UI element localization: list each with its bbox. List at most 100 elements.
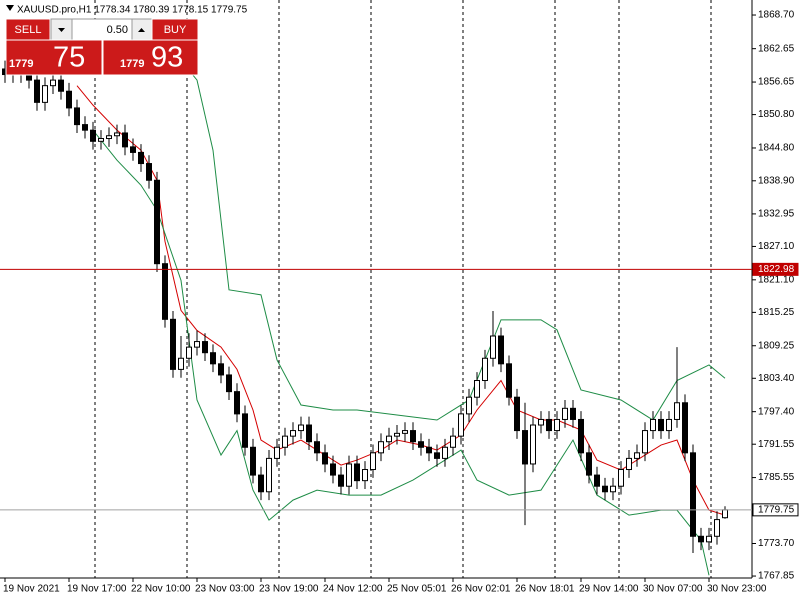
candle-body: [322, 452, 328, 465]
candle-body: [594, 474, 600, 487]
y-tick-label: 1821.10: [758, 274, 795, 285]
candle-body: [386, 435, 392, 443]
x-tick-label: 26 Nov 02:01: [451, 584, 511, 595]
candle-body: [194, 341, 200, 348]
candle-body: [154, 179, 160, 265]
x-tick-label: 22 Nov 10:00: [131, 584, 191, 595]
candle-body: [34, 79, 40, 103]
candle-body: [250, 446, 256, 476]
candle-body: [578, 418, 584, 454]
x-tick-label: 19 Nov 17:00: [67, 584, 127, 595]
lot-value: 0.50: [107, 24, 128, 36]
indicator-line: [100, 19, 726, 421]
candle-body: [554, 418, 560, 432]
candle-body: [674, 402, 680, 420]
ask-box[interactable]: [102, 39, 199, 76]
indicator-line: [92, 129, 710, 576]
candle-body: [722, 509, 728, 519]
candle-body: [138, 151, 144, 165]
candle-body: [706, 535, 712, 543]
candle-body: [314, 441, 320, 454]
candle-body: [274, 446, 280, 459]
candle-body: [394, 432, 400, 437]
ask-big: 93: [151, 42, 183, 74]
buy-label: BUY: [164, 24, 187, 36]
candle-body: [162, 263, 168, 320]
x-tick-label: 23 Nov 03:00: [195, 584, 255, 595]
y-tick-label: 1856.65: [758, 77, 795, 88]
candle-body: [226, 374, 232, 393]
sell-label: SELL: [15, 24, 42, 36]
y-tick-label: 1832.95: [758, 209, 795, 220]
candle-body: [666, 418, 672, 432]
candle-body: [482, 357, 488, 382]
y-tick-label: 1803.40: [758, 373, 795, 384]
y-tick-label: 1773.70: [758, 538, 795, 549]
y-tick-label: 1844.80: [758, 143, 795, 154]
candle-body: [362, 469, 368, 482]
candle-body: [474, 380, 480, 398]
trade-panel: SELL 0.50 BUY 1779 75 1779 93: [5, 18, 199, 76]
candle-body: [370, 452, 376, 471]
chart-title: XAUUSD.pro,H1 1778.34 1780.39 1778.15 17…: [17, 5, 248, 16]
candle-body: [490, 335, 496, 359]
candle-body: [514, 396, 520, 432]
candle-body: [402, 430, 408, 434]
price-label: 1822.98: [758, 264, 795, 275]
candle-body: [98, 138, 104, 142]
candle-body: [410, 430, 416, 443]
y-tick-label: 1868.70: [758, 10, 795, 21]
candle-body: [146, 163, 152, 181]
candle-body: [690, 452, 696, 537]
candle-body: [298, 424, 304, 432]
candle-body: [242, 413, 248, 448]
candle-body: [306, 424, 312, 443]
candle-body: [426, 446, 432, 454]
candle-body: [634, 452, 640, 459]
candle-body: [234, 391, 240, 415]
candle-body: [466, 396, 472, 415]
candle-body: [170, 318, 176, 370]
candle-body: [178, 357, 184, 370]
candle-body: [82, 124, 88, 131]
candle-body: [266, 457, 272, 493]
candle-body: [506, 363, 512, 398]
candle-body: [58, 79, 64, 92]
candle-body: [626, 457, 632, 471]
candle-body: [42, 85, 48, 103]
candle-body: [602, 485, 608, 493]
candle-body: [210, 352, 216, 365]
candle-body: [650, 418, 656, 432]
candle-body: [122, 132, 128, 148]
candle-body: [282, 435, 288, 448]
bid-main: 1779: [9, 58, 33, 70]
candle-body: [66, 90, 72, 109]
y-tick-label: 1809.25: [758, 340, 795, 351]
candle-body: [338, 474, 344, 487]
x-tick-label: 23 Nov 19:00: [259, 584, 319, 595]
down-arrow: [58, 28, 65, 32]
candle-body: [74, 107, 80, 126]
candle-body: [458, 413, 464, 437]
y-tick-label: 1862.65: [758, 43, 795, 54]
candle-body: [202, 341, 208, 354]
candle-body: [530, 424, 536, 465]
bid-big: 75: [53, 42, 85, 74]
bid-box[interactable]: [5, 39, 103, 76]
candle-body: [130, 146, 136, 153]
candle-body: [434, 452, 440, 459]
candle-body: [538, 418, 544, 426]
candle-body: [714, 519, 720, 537]
y-tick-label: 1785.55: [758, 472, 795, 483]
candle-body: [522, 430, 528, 465]
candle-body: [50, 79, 56, 87]
candle-body: [442, 446, 448, 459]
x-tick-label: 19 Nov 2021: [3, 584, 60, 595]
candle-body: [418, 441, 424, 448]
y-tick-label: 1850.80: [758, 109, 795, 120]
y-tick-label: 1827.10: [758, 241, 795, 252]
candle-body: [642, 430, 648, 454]
y-tick-label: 1815.25: [758, 307, 795, 318]
